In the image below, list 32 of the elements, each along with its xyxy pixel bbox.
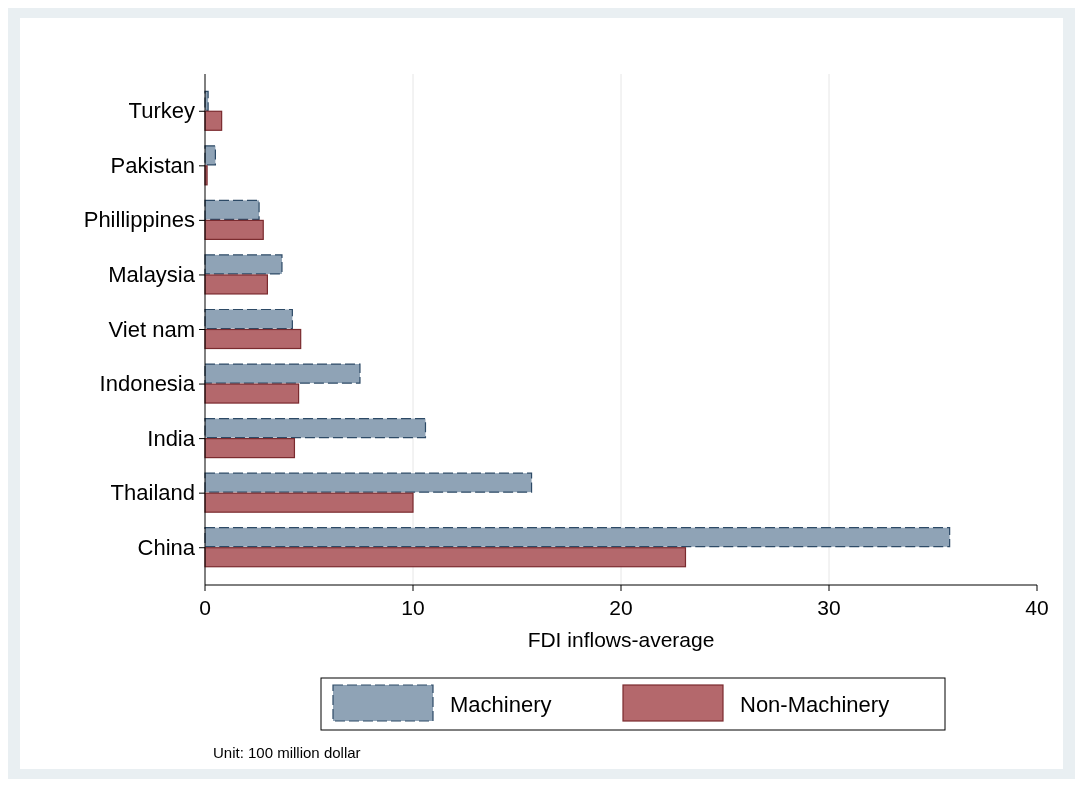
y-tick-label: Indonesia: [99, 371, 196, 397]
y-tick-label: Phillippines: [83, 207, 195, 233]
y-tick-label: Viet nam: [108, 316, 195, 342]
bar: [204, 472, 533, 493]
y-tick-label: India: [147, 425, 196, 451]
bar: [204, 308, 293, 330]
legend-label: Machinery: [450, 692, 552, 717]
x-axis-title: FDI inflows-average: [527, 628, 715, 651]
bar: [204, 438, 296, 459]
y-tick-label: Thailand: [110, 480, 195, 506]
y-tick-label: Pakistan: [110, 152, 195, 178]
bar: [204, 363, 361, 384]
bar: [204, 418, 427, 439]
bar: [204, 383, 300, 404]
bar: [204, 527, 951, 548]
y-tick-label: China: [137, 534, 196, 560]
x-tick-label: 30: [817, 596, 841, 619]
x-tick-label: 40: [1025, 596, 1049, 619]
bar: [204, 199, 260, 220]
y-tick-label: Turkey: [128, 98, 195, 124]
x-tick-label: 10: [401, 596, 425, 619]
y-tick-label: Malaysia: [108, 261, 196, 287]
legend-label: Non-Machinery: [740, 692, 890, 717]
bar: [204, 547, 687, 568]
bar: [204, 254, 283, 275]
bar: [204, 274, 268, 295]
bar: [204, 492, 414, 513]
x-tick-label: 20: [609, 596, 633, 619]
text: Unit: 100 million dollar: [213, 744, 361, 761]
x-tick-label: 0: [199, 596, 211, 619]
bar: [204, 219, 264, 240]
bar: [204, 328, 302, 350]
